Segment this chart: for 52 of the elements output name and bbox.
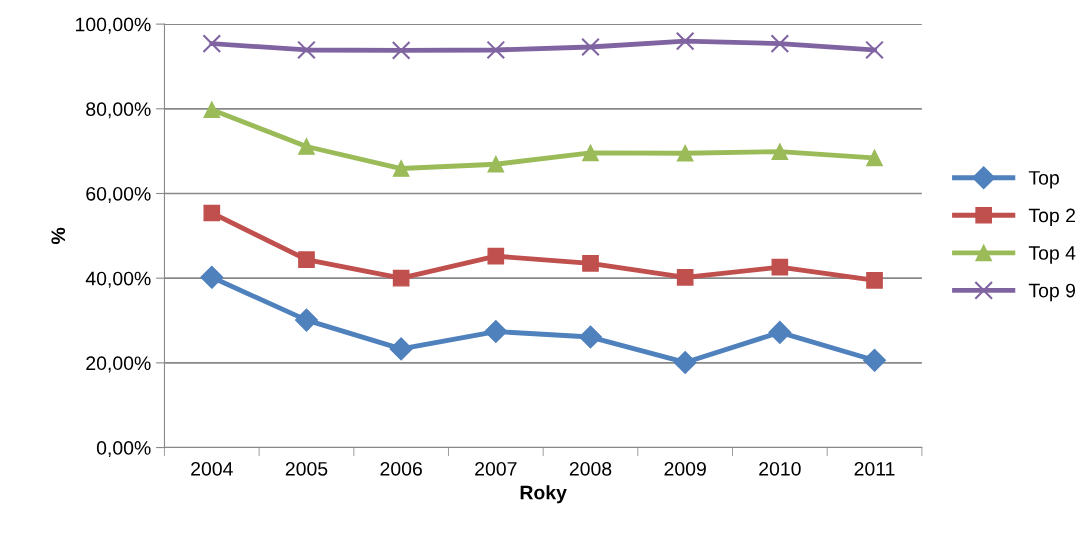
legend-label: Top 9 [1028,283,1076,302]
point [298,138,315,155]
legend-label: Top 2 [1028,208,1075,227]
x-tick-label: 2006 [380,461,422,476]
point [675,31,695,51]
point [487,247,505,265]
point [484,320,508,344]
legend-label: Top 4 [1028,246,1076,264]
point [770,34,790,53]
y-tick-label: 20,00% [86,356,151,373]
y-tick-label: 60,00% [86,186,151,204]
x-tick-label: 2011 [854,461,895,476]
point [582,255,599,272]
point [294,308,318,332]
point [673,350,697,374]
point [203,204,221,222]
point [579,325,602,349]
point [771,143,789,160]
point [581,37,600,57]
point [487,155,505,173]
point [200,265,224,289]
x-tick-label: 2004 [191,461,233,476]
x-axis-title: Roky [520,485,567,504]
point [203,101,221,118]
point [391,41,411,60]
point [768,320,792,344]
x-tick-label: 2007 [475,461,517,476]
point [298,251,315,268]
point [676,269,694,286]
point [392,269,410,287]
point [486,40,506,60]
x-tick-label: 2008 [569,461,612,476]
point [202,34,222,53]
point [863,348,887,372]
point [389,337,413,361]
y-tick-label: 100,00% [76,17,151,34]
point [771,258,789,276]
y-tick-label: 0,00% [96,441,151,458]
point [866,271,883,289]
point [392,160,410,177]
y-axis-title: % [51,227,66,244]
x-tick-label: 2009 [664,461,706,476]
x-tick-label: 2010 [759,461,801,476]
point [866,149,883,167]
x-tick-label: 2005 [285,461,328,476]
y-tick-label: 80,00% [86,102,151,119]
point [297,40,316,60]
point [676,144,694,162]
point [582,144,599,162]
y-tick-label: 40,00% [85,271,151,288]
legend-label: Top [1028,171,1059,189]
point [865,40,884,60]
